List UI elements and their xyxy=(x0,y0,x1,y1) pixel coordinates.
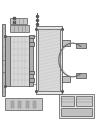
Bar xyxy=(29,36,33,86)
Bar xyxy=(36,26,62,94)
Bar xyxy=(11,101,14,108)
Bar xyxy=(5,36,10,86)
Bar xyxy=(76,43,86,48)
Bar xyxy=(10,36,29,86)
Bar xyxy=(29,42,34,46)
Bar xyxy=(33,101,36,108)
Bar xyxy=(29,35,34,38)
Bar xyxy=(10,25,29,32)
Bar xyxy=(61,96,74,106)
Bar xyxy=(76,96,92,106)
Bar xyxy=(18,101,21,108)
Bar xyxy=(62,76,70,82)
Bar xyxy=(38,29,60,91)
Bar xyxy=(59,94,94,118)
Bar xyxy=(26,101,29,108)
Bar xyxy=(61,108,92,116)
Bar xyxy=(29,78,34,82)
Bar xyxy=(76,73,86,78)
Bar xyxy=(5,98,42,110)
Bar xyxy=(10,18,27,24)
Bar xyxy=(2,24,5,96)
Bar xyxy=(62,40,70,46)
Bar xyxy=(29,71,34,74)
